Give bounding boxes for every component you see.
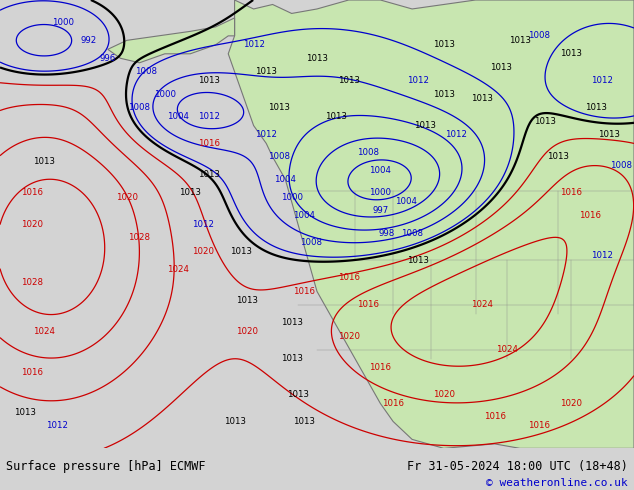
Text: 997: 997 xyxy=(372,206,389,215)
Text: 1020: 1020 xyxy=(560,399,581,408)
Text: 1013: 1013 xyxy=(179,188,201,197)
Text: 1016: 1016 xyxy=(382,399,404,408)
Text: 1016: 1016 xyxy=(21,188,42,197)
Text: 1004: 1004 xyxy=(167,112,188,121)
Text: Surface pressure [hPa] ECMWF: Surface pressure [hPa] ECMWF xyxy=(6,460,206,473)
Text: 1028: 1028 xyxy=(21,278,42,287)
Text: 1008: 1008 xyxy=(300,238,321,246)
Polygon shape xyxy=(108,18,235,63)
Text: 996: 996 xyxy=(100,54,116,63)
Text: 1004: 1004 xyxy=(275,175,296,184)
Text: 1013: 1013 xyxy=(34,157,55,166)
Text: 1016: 1016 xyxy=(370,363,391,372)
Text: 1000: 1000 xyxy=(370,188,391,197)
Text: Fr 31-05-2024 18:00 UTC (18+48): Fr 31-05-2024 18:00 UTC (18+48) xyxy=(407,460,628,473)
Text: 1013: 1013 xyxy=(598,130,619,139)
Text: 1024: 1024 xyxy=(496,345,518,354)
Text: 1013: 1013 xyxy=(509,36,531,45)
Text: 1013: 1013 xyxy=(236,296,258,305)
Text: 1012: 1012 xyxy=(192,220,214,229)
Text: 1016: 1016 xyxy=(357,300,378,309)
Text: 1013: 1013 xyxy=(268,103,290,112)
Text: 1013: 1013 xyxy=(198,76,220,85)
Text: 1008: 1008 xyxy=(611,161,632,171)
Text: 1013: 1013 xyxy=(230,246,252,256)
Text: 1020: 1020 xyxy=(236,327,258,336)
Text: 1012: 1012 xyxy=(256,130,277,139)
Text: 1013: 1013 xyxy=(490,63,512,72)
Text: 1024: 1024 xyxy=(471,300,493,309)
Text: 1016: 1016 xyxy=(338,273,359,282)
Text: 1013: 1013 xyxy=(306,54,328,63)
Text: 1013: 1013 xyxy=(224,417,245,426)
Text: 1013: 1013 xyxy=(198,171,220,179)
Text: 1004: 1004 xyxy=(395,197,417,206)
Text: 1008: 1008 xyxy=(401,229,423,238)
Text: 1016: 1016 xyxy=(579,211,600,220)
Text: 1013: 1013 xyxy=(433,40,455,49)
Text: 1013: 1013 xyxy=(287,390,309,399)
Text: © weatheronline.co.uk: © weatheronline.co.uk xyxy=(486,478,628,488)
Text: 1013: 1013 xyxy=(534,117,556,125)
Text: 1008: 1008 xyxy=(135,67,157,76)
Text: 998: 998 xyxy=(378,229,395,238)
Text: 1012: 1012 xyxy=(446,130,467,139)
Text: 1028: 1028 xyxy=(129,233,150,242)
Text: 1013: 1013 xyxy=(281,354,302,363)
Text: 1024: 1024 xyxy=(167,265,188,273)
Text: 1013: 1013 xyxy=(433,90,455,98)
Text: 1013: 1013 xyxy=(256,67,277,76)
Text: 1016: 1016 xyxy=(528,421,550,430)
Text: 1000: 1000 xyxy=(53,18,74,27)
Text: 1013: 1013 xyxy=(294,417,315,426)
Polygon shape xyxy=(228,0,634,448)
Text: 992: 992 xyxy=(81,36,97,45)
Text: 1016: 1016 xyxy=(484,413,505,421)
Text: 1013: 1013 xyxy=(408,256,429,265)
Text: 1008: 1008 xyxy=(528,31,550,40)
Text: 1020: 1020 xyxy=(433,390,455,399)
Text: 1008: 1008 xyxy=(357,148,378,157)
Text: 1016: 1016 xyxy=(21,368,42,377)
Text: 1012: 1012 xyxy=(243,40,264,49)
Text: 1013: 1013 xyxy=(414,121,436,130)
Text: 1013: 1013 xyxy=(338,76,359,85)
Text: 1024: 1024 xyxy=(34,327,55,336)
Text: 1004: 1004 xyxy=(370,166,391,175)
Text: 1008: 1008 xyxy=(268,152,290,161)
Text: 1012: 1012 xyxy=(408,76,429,85)
Text: 1012: 1012 xyxy=(198,112,220,121)
Text: 1016: 1016 xyxy=(294,287,315,296)
Text: 1013: 1013 xyxy=(325,112,347,121)
Text: 1020: 1020 xyxy=(192,246,214,256)
Text: 1013: 1013 xyxy=(585,103,607,112)
Text: 1000: 1000 xyxy=(154,90,176,98)
Text: 1012: 1012 xyxy=(592,251,613,260)
Text: 1013: 1013 xyxy=(560,49,581,58)
Text: 1013: 1013 xyxy=(15,408,36,417)
Text: 1016: 1016 xyxy=(560,188,581,197)
Text: 1000: 1000 xyxy=(281,193,302,202)
Text: 1012: 1012 xyxy=(46,421,68,430)
Text: 1008: 1008 xyxy=(129,103,150,112)
Text: 1013: 1013 xyxy=(281,318,302,327)
Text: 1013: 1013 xyxy=(547,152,569,161)
Text: 1012: 1012 xyxy=(592,76,613,85)
Text: 1013: 1013 xyxy=(471,94,493,103)
Text: 1020: 1020 xyxy=(21,220,42,229)
Text: 1004: 1004 xyxy=(294,211,315,220)
Text: 1020: 1020 xyxy=(116,193,138,202)
Text: 1016: 1016 xyxy=(198,139,220,148)
Text: 1020: 1020 xyxy=(338,332,359,341)
